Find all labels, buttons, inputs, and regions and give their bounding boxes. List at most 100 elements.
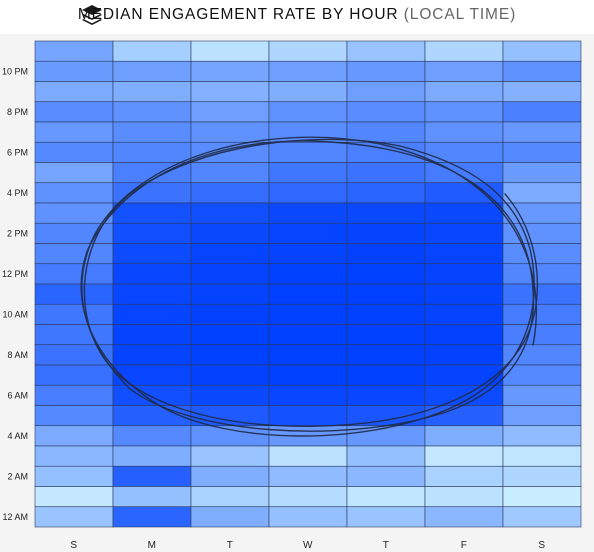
heatmap-cell bbox=[502, 40, 582, 62]
heatmap-cell bbox=[502, 182, 582, 204]
heatmap-cell bbox=[112, 222, 192, 244]
heatmap-cell bbox=[424, 465, 504, 487]
heatmap-cell bbox=[346, 243, 426, 265]
y-tick-label: 2 AM bbox=[7, 471, 28, 481]
heatmap-cell bbox=[346, 486, 426, 508]
heatmap-cell bbox=[424, 344, 504, 366]
y-tick-label: 6 PM bbox=[7, 147, 28, 157]
heatmap-cell bbox=[190, 384, 270, 406]
heatmap-cell bbox=[424, 324, 504, 346]
stacked-layers-icon bbox=[82, 5, 102, 25]
heatmap-cell bbox=[34, 364, 114, 386]
heatmap-cell bbox=[424, 40, 504, 62]
heatmap-cell bbox=[502, 303, 582, 325]
heatmap-cell bbox=[424, 101, 504, 123]
heatmap-cell bbox=[112, 465, 192, 487]
heatmap-cell bbox=[34, 263, 114, 285]
heatmap-cell bbox=[346, 445, 426, 467]
heatmap-cell bbox=[112, 506, 192, 528]
heatmap-cell bbox=[502, 60, 582, 82]
heatmap-cell bbox=[502, 384, 582, 406]
heatmap-cell bbox=[502, 243, 582, 265]
heatmap-cell bbox=[424, 445, 504, 467]
heatmap-cell bbox=[268, 60, 348, 82]
heatmap-cell bbox=[268, 283, 348, 305]
hand-drawn-circle-annotation bbox=[80, 136, 539, 437]
heatmap-cell bbox=[346, 324, 426, 346]
heatmap-cell bbox=[268, 243, 348, 265]
x-tick-label: T bbox=[383, 540, 390, 551]
x-tick-label: F bbox=[461, 540, 468, 551]
heatmap-cell bbox=[190, 162, 270, 184]
heatmap-cell bbox=[268, 324, 348, 346]
heatmap-cell bbox=[424, 425, 504, 447]
heatmap-cell bbox=[112, 263, 192, 285]
heatmap-cell bbox=[346, 101, 426, 123]
heatmap-cell bbox=[112, 243, 192, 265]
heatmap-cell bbox=[268, 465, 348, 487]
x-tick-label: M bbox=[148, 540, 157, 551]
heatmap-cell bbox=[34, 243, 114, 265]
y-tick-label: 10 PM bbox=[2, 66, 28, 76]
heatmap-cell bbox=[346, 162, 426, 184]
heatmap-cell bbox=[502, 121, 582, 143]
heatmap-cell bbox=[268, 445, 348, 467]
heatmap-cell bbox=[190, 506, 270, 528]
heatmap-cell bbox=[346, 263, 426, 285]
chart-title-main: MEDIAN ENGAGEMENT RATE BY HOUR bbox=[77, 6, 399, 23]
heatmap-cell bbox=[34, 283, 114, 305]
heatmap-cell bbox=[112, 40, 192, 62]
heatmap-cell bbox=[190, 263, 270, 285]
heatmap-cell bbox=[190, 121, 270, 143]
y-tick-label: 12 PM bbox=[2, 269, 28, 279]
x-tick-label: S bbox=[70, 540, 77, 551]
heatmap-cell bbox=[268, 506, 348, 528]
heatmap-cell bbox=[112, 60, 192, 82]
heatmap-cell bbox=[424, 243, 504, 265]
y-axis-labels: 12 AM 2 AM 4 AM 6 AM 8 AM 10 AM 12 PM 2 PM 4 PM 6… bbox=[2, 66, 28, 522]
heatmap-cell bbox=[34, 141, 114, 163]
heatmap-cell bbox=[112, 101, 192, 123]
heatmap-cell bbox=[424, 263, 504, 285]
heatmap-cell bbox=[34, 182, 114, 204]
heatmap-cell bbox=[190, 60, 270, 82]
heatmap-cell bbox=[112, 81, 192, 103]
heatmap-cell bbox=[346, 344, 426, 366]
heatmap-cell bbox=[268, 40, 348, 62]
heatmap-cell bbox=[424, 283, 504, 305]
heatmap-cell bbox=[112, 202, 192, 224]
heatmap-cell bbox=[190, 465, 270, 487]
heatmap-cell bbox=[502, 506, 582, 528]
heatmap-chart: 12 AM 2 AM 4 AM 6 AM 8 AM 10 AM 12 PM 2 PM 4 PM 6… bbox=[2, 40, 582, 551]
heatmap-cell bbox=[346, 222, 426, 244]
heatmap-cell bbox=[112, 121, 192, 143]
heatmap-cell bbox=[34, 60, 114, 82]
heatmap-cell bbox=[346, 303, 426, 325]
heatmap-cell bbox=[502, 162, 582, 184]
heatmap-cell bbox=[34, 465, 114, 487]
heatmap-cell bbox=[502, 364, 582, 386]
heatmap-cell bbox=[502, 486, 582, 508]
heatmap-cell bbox=[502, 81, 582, 103]
heatmap-cell bbox=[34, 324, 114, 346]
heatmap-cell bbox=[112, 486, 192, 508]
heatmap-cell bbox=[112, 344, 192, 366]
heatmap-cell bbox=[424, 303, 504, 325]
heatmap-cell bbox=[34, 81, 114, 103]
heatmap-cell bbox=[190, 324, 270, 346]
y-tick-label: 4 PM bbox=[7, 188, 28, 198]
y-tick-label: 12 AM bbox=[2, 512, 28, 522]
heatmap-cell bbox=[34, 121, 114, 143]
heatmap-cell bbox=[34, 384, 114, 406]
heatmap-cell bbox=[346, 202, 426, 224]
heatmap-cell bbox=[190, 283, 270, 305]
y-tick-label: 6 AM bbox=[7, 390, 28, 400]
heatmap-cell bbox=[34, 445, 114, 467]
heatmap-cell bbox=[190, 486, 270, 508]
x-tick-label: T bbox=[227, 540, 234, 551]
heatmap-cell bbox=[112, 141, 192, 163]
heatmap-cell bbox=[502, 283, 582, 305]
chart-title-subtitle: (LOCAL TIME) bbox=[403, 6, 517, 23]
heatmap-cell bbox=[268, 405, 348, 427]
